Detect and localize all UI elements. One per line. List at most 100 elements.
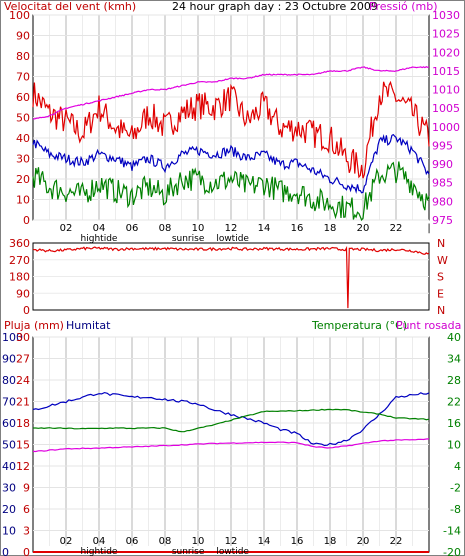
series-humitat-line <box>32 391 430 447</box>
y-tick-label-direction: 0 <box>23 304 30 317</box>
y-tick-label-humidity: 40 <box>2 460 16 473</box>
y-tick-label-rain: 15 <box>16 439 30 452</box>
compass-label: S <box>437 271 444 284</box>
series-direction-line <box>32 245 430 309</box>
x-tick-label: 08 <box>159 536 172 547</box>
y2-tick-label-temperature: 4 <box>454 460 461 473</box>
dewpoint-label: Punt rosada <box>396 319 461 332</box>
temperature-label: Temperatura (°C) <box>311 319 407 332</box>
y2-tick-label-temperature: 10 <box>447 439 461 452</box>
y2-tick-label-pressure: 995 <box>432 139 453 152</box>
y-tick-label-humidity: 0 <box>2 546 9 556</box>
compass-label: N <box>437 304 445 317</box>
y2-tick-label-temperature: -2 <box>450 482 461 495</box>
y-tick-label-wind: 40 <box>16 132 30 145</box>
y-tick-label-humidity: 30 <box>2 482 16 495</box>
y2-tick-label-pressure: 975 <box>432 214 453 227</box>
compass-label: E <box>437 287 444 300</box>
x-tick-label: 06 <box>126 536 139 547</box>
wind-title: Velocitat del vent (kmh) <box>4 0 136 13</box>
y2-tick-label-temperature: -20 <box>443 546 461 556</box>
x-end-marker: | <box>427 223 430 234</box>
y-tick-label-rain: 12 <box>16 460 30 473</box>
y2-tick-label-temperature: 16 <box>447 417 461 430</box>
y-tick-label-rain: 24 <box>16 374 30 387</box>
y2-tick-label-temperature: 40 <box>447 331 461 344</box>
wind-pressure-panel: 0102030405060708090100975980985990995100… <box>9 9 460 244</box>
x-tick-label: 18 <box>324 536 337 547</box>
y2-tick-label-pressure: 985 <box>432 177 453 190</box>
humidity-label: Humitat <box>66 319 111 332</box>
x-tick-label: 12 <box>225 536 238 547</box>
y-tick-label-wind: 80 <box>16 50 30 63</box>
x-tick-label: 10 <box>192 536 205 547</box>
y-tick-label-wind: 100 <box>9 9 30 22</box>
y2-tick-label-pressure: 980 <box>432 195 453 208</box>
event-label-hightide: hightide <box>81 234 118 244</box>
x-tick-label: 12 <box>225 223 238 234</box>
y2-tick-label-temperature: -14 <box>443 525 461 538</box>
y-tick-label-rain: 6 <box>23 503 30 516</box>
rain-label: Pluja (mm) <box>4 319 64 332</box>
x-tick-label: 20 <box>357 536 370 547</box>
y2-tick-label-pressure: 1020 <box>432 46 460 59</box>
event-label-sunrise: sunrise <box>172 234 205 244</box>
y-tick-label-rain: 9 <box>23 482 30 495</box>
compass-label: W <box>437 254 448 267</box>
y2-tick-label-pressure: 1010 <box>432 84 460 97</box>
y-tick-label-rain: 18 <box>16 417 30 430</box>
x-tick-label: 18 <box>324 223 337 234</box>
y-tick-label-rain: 21 <box>16 396 30 409</box>
x-tick-label: 06 <box>126 223 139 234</box>
x-tick-label: 14 <box>258 536 271 547</box>
event-label-sunrise: sunrise <box>172 547 205 556</box>
y-tick-label-humidity: 60 <box>2 417 16 430</box>
x-tick-label: 02 <box>60 223 73 234</box>
y2-tick-label-pressure: 1015 <box>432 65 460 78</box>
x-tick-label: 16 <box>291 223 304 234</box>
y2-tick-label-temperature: 28 <box>447 374 461 387</box>
series-low-line <box>32 161 430 222</box>
x-tick-label: 04 <box>93 223 106 234</box>
y2-tick-label-temperature: 22 <box>447 396 461 409</box>
y2-tick-label-pressure: 1000 <box>432 121 460 134</box>
series-average-line <box>32 133 430 194</box>
y-tick-label-rain: 3 <box>23 525 30 538</box>
series-punt-rosada-line <box>32 438 430 453</box>
x-tick-label: 22 <box>390 223 403 234</box>
y-tick-label-humidity: 90 <box>2 353 16 366</box>
event-label-hightide: hightide <box>81 547 118 556</box>
y-tick-label-humidity: 10 <box>2 525 16 538</box>
date-title: 24 hour graph day : 23 Octubre 2009 <box>172 0 378 13</box>
y-tick-label-direction: 180 <box>9 271 30 284</box>
y2-tick-label-temperature: -8 <box>450 503 461 516</box>
x-tick-label: 10 <box>192 223 205 234</box>
compass-label: N <box>437 237 445 250</box>
series-temperatura-line <box>33 408 430 433</box>
y2-tick-label-temperature: 34 <box>447 353 461 366</box>
event-label-lowtide: lowtide <box>216 234 249 244</box>
y-tick-label-direction: 270 <box>9 254 30 267</box>
y-tick-label-wind: 90 <box>16 30 30 43</box>
x-end-marker: | <box>427 536 430 547</box>
pressure-title: Pressió (mb) <box>369 0 438 13</box>
y-tick-label-wind: 10 <box>16 194 30 207</box>
x-tick-label: 20 <box>357 223 370 234</box>
y-tick-label-wind: 20 <box>16 173 30 186</box>
y-tick-label-wind: 60 <box>16 91 30 104</box>
event-label-lowtide: lowtide <box>216 547 249 556</box>
y2-tick-label-pressure: 990 <box>432 158 453 171</box>
y-tick-label-wind: 70 <box>16 71 30 84</box>
y-tick-label-direction: 90 <box>16 287 30 300</box>
y-tick-label-humidity: 100 <box>2 331 23 344</box>
x-tick-label: 02 <box>60 536 73 547</box>
y-tick-label-humidity: 80 <box>2 374 16 387</box>
y-tick-label-humidity: 50 <box>2 439 16 452</box>
y-tick-label-humidity: 70 <box>2 396 16 409</box>
y2-tick-label-pressure: 1030 <box>432 9 460 22</box>
y-tick-label-humidity: 20 <box>2 503 16 516</box>
y-tick-label-wind: 30 <box>16 153 30 166</box>
y-tick-label-rain: 30 <box>16 331 30 344</box>
